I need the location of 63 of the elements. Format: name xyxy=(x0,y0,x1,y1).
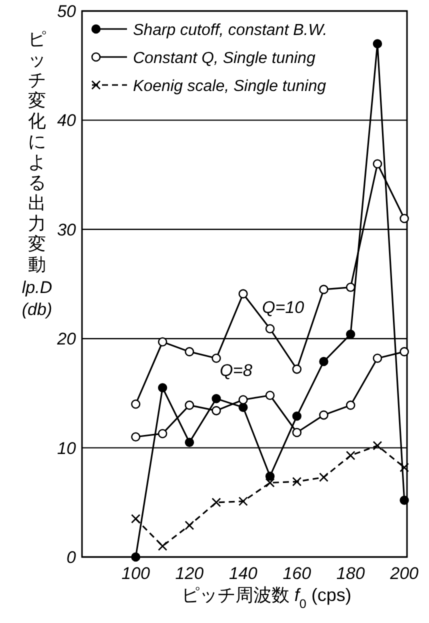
y-tick-label: 50 xyxy=(57,2,77,21)
point xyxy=(400,462,410,472)
x-tick-label: 200 xyxy=(389,564,420,583)
point xyxy=(400,347,409,356)
point xyxy=(372,354,382,363)
point xyxy=(265,324,275,334)
point xyxy=(265,390,275,400)
y-tick-label: 40 xyxy=(57,111,77,130)
point xyxy=(184,520,194,530)
point xyxy=(292,412,302,421)
point xyxy=(212,498,221,508)
point xyxy=(319,472,328,482)
x-axis-title: ピッチ周波数 f$_{0}$ (cps) xyxy=(181,585,352,611)
legend-label: Sharp cutoff, constant B.W. xyxy=(133,22,328,39)
point xyxy=(184,438,194,447)
point xyxy=(238,289,248,298)
x-tick-label: 140 xyxy=(228,564,258,583)
point xyxy=(265,478,275,488)
y-tick-label: 10 xyxy=(57,438,77,458)
point xyxy=(212,406,221,416)
point xyxy=(184,347,194,356)
point xyxy=(238,402,248,412)
point xyxy=(238,395,248,404)
point xyxy=(184,400,194,410)
y-tick-label: 30 xyxy=(57,220,77,240)
x-tick-label: 160 xyxy=(282,564,312,583)
point xyxy=(346,330,356,339)
point xyxy=(238,496,248,506)
y-tick-label: 0 xyxy=(66,548,77,567)
point xyxy=(158,541,168,551)
point xyxy=(319,284,328,294)
point xyxy=(400,496,409,505)
point xyxy=(292,428,302,438)
legend-label: Koenig scale, Single tuning xyxy=(133,78,326,95)
point xyxy=(158,428,168,438)
annotation: Q=8 xyxy=(220,361,253,380)
point xyxy=(346,400,356,410)
y-tick-label: 20 xyxy=(56,330,77,349)
point xyxy=(346,282,356,292)
point xyxy=(212,394,221,404)
point xyxy=(319,410,328,420)
point xyxy=(372,440,382,450)
point xyxy=(319,356,328,366)
point xyxy=(372,159,382,169)
point xyxy=(346,450,356,460)
point xyxy=(131,552,140,562)
point xyxy=(131,399,140,409)
point xyxy=(265,472,275,481)
point xyxy=(131,514,140,524)
x-tick-label: 100 xyxy=(122,564,150,583)
x-tick-label: 180 xyxy=(336,564,366,583)
point xyxy=(372,39,382,48)
point xyxy=(158,383,168,392)
x-tick-label: 120 xyxy=(175,564,204,583)
point xyxy=(292,476,302,486)
point xyxy=(212,354,221,363)
text: ピッチ変化による出力変動 lp.D (db) xyxy=(22,29,52,319)
point xyxy=(131,432,140,442)
point xyxy=(400,214,409,224)
annotation: Q=10 xyxy=(262,298,305,317)
legend-label: Constant Q, Single tuning xyxy=(133,50,316,67)
point xyxy=(292,364,302,374)
point xyxy=(158,337,168,347)
